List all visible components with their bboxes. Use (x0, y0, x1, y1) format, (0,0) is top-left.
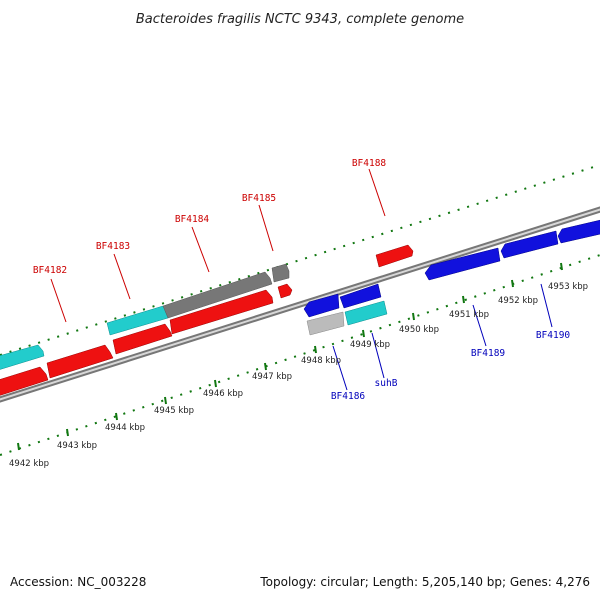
gene-arrow[interactable] (344, 300, 388, 326)
gene-arrow[interactable] (0, 344, 45, 371)
tick-label: 4943 kbp (57, 441, 97, 451)
reverse-row-a (303, 219, 600, 318)
gene-arrow[interactable] (303, 293, 340, 318)
gene-label-bf4186[interactable]: BF4186 (331, 391, 366, 402)
tick-label: 4949 kbp (350, 340, 390, 350)
tick-label: 4942 kbp (9, 459, 49, 469)
forward-row-b (0, 244, 414, 397)
gene-arrow[interactable] (339, 283, 382, 309)
tick-label: 4952 kbp (498, 296, 538, 306)
gene-arrow[interactable] (169, 289, 274, 335)
gene-label-bf4190[interactable]: BF4190 (536, 330, 571, 341)
reverse-gene-labels: BF4186 suhB BF4189 BF4190 (331, 330, 571, 402)
gene-arrow[interactable] (424, 247, 501, 281)
tick-label: 4950 kbp (399, 325, 439, 335)
kbp-ticks (17, 262, 563, 451)
tick-label: 4944 kbp (105, 423, 145, 433)
tick-label: 4948 kbp (301, 356, 341, 366)
genome-summary-text: Topology: circular; Length: 5,205,140 bp… (259, 575, 590, 589)
genome-backbone (0, 206, 600, 403)
gene-label-bf4185[interactable]: BF4185 (242, 193, 276, 204)
map-title: Bacteroides fragilis NCTC 9343, complete… (136, 12, 464, 27)
reverse-row-b (306, 300, 388, 336)
tick-label: 4946 kbp (203, 389, 243, 399)
gene-arrow[interactable] (112, 323, 173, 355)
label-leaders (50, 168, 553, 391)
gene-arrow[interactable] (271, 263, 290, 283)
gene-arrow[interactable] (0, 366, 49, 397)
tick-label: 4951 kbp (449, 310, 489, 320)
outer-tick-track (0, 164, 600, 356)
kbp-tick-labels: 4942 kbp 4943 kbp 4944 kbp 4945 kbp 4946… (9, 282, 588, 469)
gene-arrow[interactable] (500, 230, 559, 259)
gene-label-bf4188[interactable]: BF4188 (352, 158, 387, 169)
gene-label-bf4189[interactable]: BF4189 (471, 348, 506, 359)
tick-label: 4953 kbp (548, 282, 588, 292)
accession-text: Accession: NC_003228 (10, 575, 146, 589)
forward-row-a (0, 263, 290, 371)
gene-label-bf4184[interactable]: BF4184 (175, 214, 210, 225)
gene-arrow[interactable] (375, 244, 414, 268)
gene-arrow[interactable] (306, 311, 345, 336)
gene-arrow[interactable] (46, 344, 114, 379)
gene-label-bf4183[interactable]: BF4183 (96, 241, 130, 252)
forward-gene-labels: BF4182 BF4183 BF4184 BF4185 BF4188 (33, 158, 387, 276)
gene-label-bf4182[interactable]: BF4182 (33, 265, 67, 276)
tick-label: 4947 kbp (252, 372, 292, 382)
tick-label: 4945 kbp (154, 406, 194, 416)
gene-arrow[interactable] (557, 219, 600, 244)
gene-arrow[interactable] (162, 271, 273, 319)
gene-arrow[interactable] (277, 283, 293, 299)
gene-label-suhb[interactable]: suhB (375, 378, 398, 389)
